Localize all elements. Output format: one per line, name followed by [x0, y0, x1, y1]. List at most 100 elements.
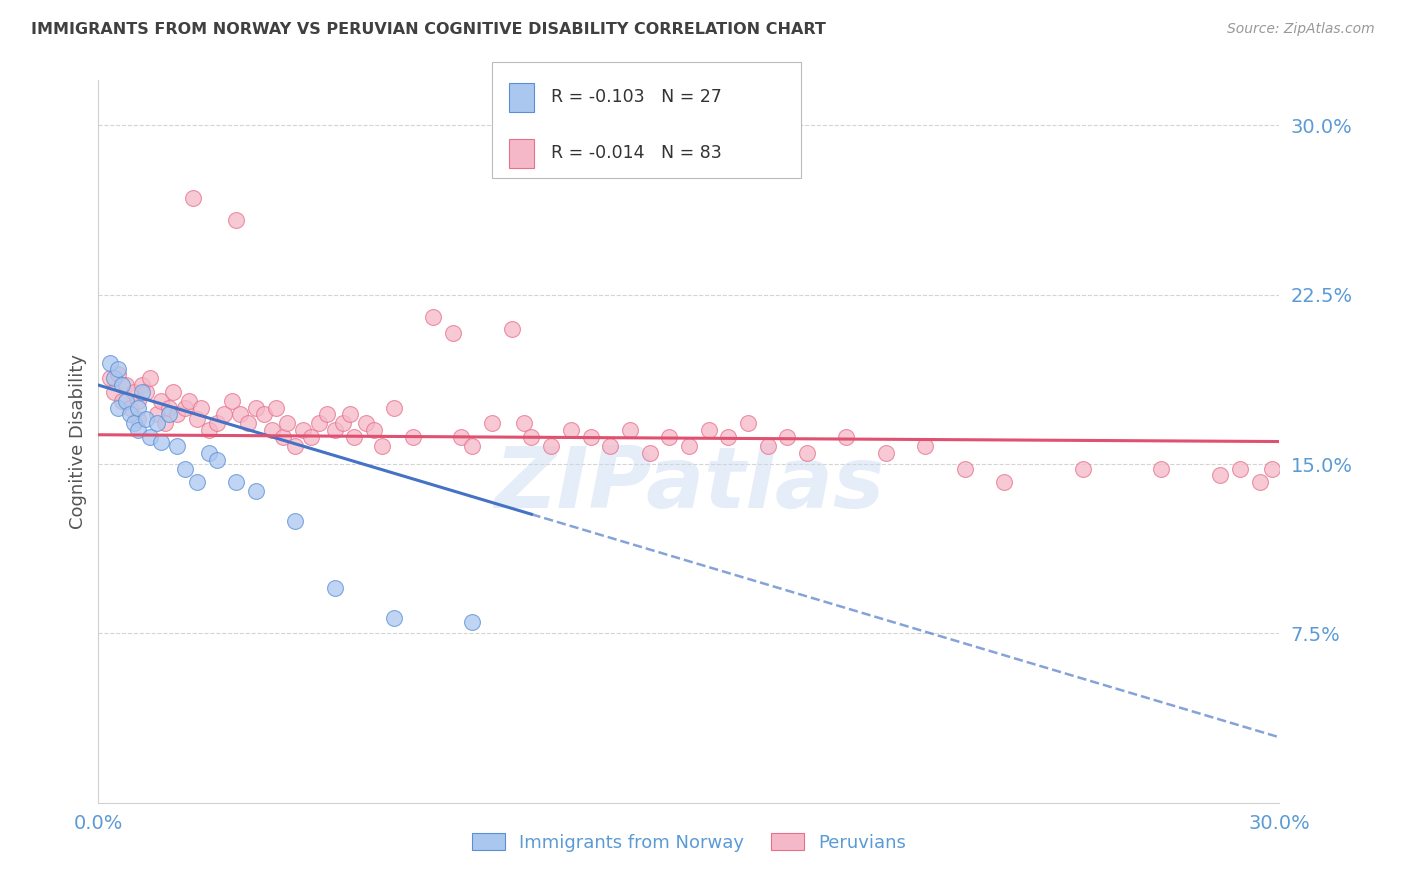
Point — [678, 439, 700, 453]
Point — [162, 384, 184, 399]
Point — [131, 384, 153, 399]
Point — [737, 417, 759, 431]
Point — [131, 378, 153, 392]
Point — [181, 191, 204, 205]
Point — [174, 401, 197, 415]
Point — [260, 423, 283, 437]
Point — [197, 446, 219, 460]
Point — [138, 430, 160, 444]
Point — [166, 408, 188, 422]
Point — [245, 401, 267, 415]
Point — [98, 355, 121, 369]
Point — [292, 423, 315, 437]
Point — [174, 461, 197, 475]
Point — [127, 393, 149, 408]
Point — [150, 393, 173, 408]
Point — [512, 417, 534, 431]
Text: R = -0.103   N = 27: R = -0.103 N = 27 — [551, 88, 723, 106]
Point — [363, 423, 385, 437]
Point — [354, 417, 377, 431]
Point — [190, 401, 212, 415]
Point — [107, 362, 129, 376]
Text: Source: ZipAtlas.com: Source: ZipAtlas.com — [1227, 22, 1375, 37]
Point — [236, 417, 259, 431]
Point — [756, 439, 779, 453]
Point — [122, 417, 145, 431]
Point — [157, 401, 180, 415]
Point — [118, 408, 141, 422]
Point — [107, 401, 129, 415]
Point — [481, 417, 503, 431]
Point — [146, 408, 169, 422]
Point — [157, 408, 180, 422]
Point — [186, 412, 208, 426]
Y-axis label: Cognitive Disability: Cognitive Disability — [69, 354, 87, 529]
Point — [461, 615, 484, 630]
Point — [441, 326, 464, 340]
Point — [402, 430, 425, 444]
Point — [697, 423, 720, 437]
Point — [422, 310, 444, 325]
Point — [835, 430, 858, 444]
Point — [1249, 475, 1271, 490]
Point — [914, 439, 936, 453]
Point — [953, 461, 976, 475]
Point — [115, 393, 138, 408]
Point — [638, 446, 661, 460]
Point — [205, 417, 228, 431]
Point — [103, 384, 125, 399]
Point — [107, 367, 129, 381]
Point — [308, 417, 330, 431]
Point — [371, 439, 394, 453]
Legend: Immigrants from Norway, Peruvians: Immigrants from Norway, Peruvians — [465, 826, 912, 859]
Point — [875, 446, 897, 460]
Point — [122, 384, 145, 399]
Point — [796, 446, 818, 460]
Point — [323, 582, 346, 596]
Point — [323, 423, 346, 437]
Point — [501, 321, 523, 335]
Point — [717, 430, 740, 444]
Point — [560, 423, 582, 437]
Point — [205, 452, 228, 467]
Point — [264, 401, 287, 415]
Point — [221, 393, 243, 408]
Text: ZIPatlas: ZIPatlas — [494, 443, 884, 526]
Point — [461, 439, 484, 453]
Text: IMMIGRANTS FROM NORWAY VS PERUVIAN COGNITIVE DISABILITY CORRELATION CHART: IMMIGRANTS FROM NORWAY VS PERUVIAN COGNI… — [31, 22, 825, 37]
Point — [993, 475, 1015, 490]
Point — [229, 408, 252, 422]
Point — [1209, 468, 1232, 483]
Point — [450, 430, 472, 444]
Point — [579, 430, 602, 444]
Point — [177, 393, 200, 408]
Point — [111, 393, 134, 408]
Point — [315, 408, 337, 422]
Point — [540, 439, 562, 453]
Point — [150, 434, 173, 449]
Point — [146, 417, 169, 431]
Point — [225, 213, 247, 227]
Point — [658, 430, 681, 444]
Point — [245, 484, 267, 499]
Point — [127, 412, 149, 426]
Point — [166, 439, 188, 453]
Point — [520, 430, 543, 444]
Point — [382, 401, 405, 415]
Point — [332, 417, 354, 431]
Point — [135, 384, 157, 399]
Point — [98, 371, 121, 385]
Point — [135, 412, 157, 426]
Point — [776, 430, 799, 444]
Point — [253, 408, 276, 422]
Point — [619, 423, 641, 437]
Point — [339, 408, 361, 422]
Point — [111, 378, 134, 392]
Point — [1260, 461, 1282, 475]
Point — [276, 417, 298, 431]
Point — [155, 417, 177, 431]
Point — [214, 408, 236, 422]
Point — [273, 430, 295, 444]
Point — [1071, 461, 1094, 475]
Point — [197, 423, 219, 437]
